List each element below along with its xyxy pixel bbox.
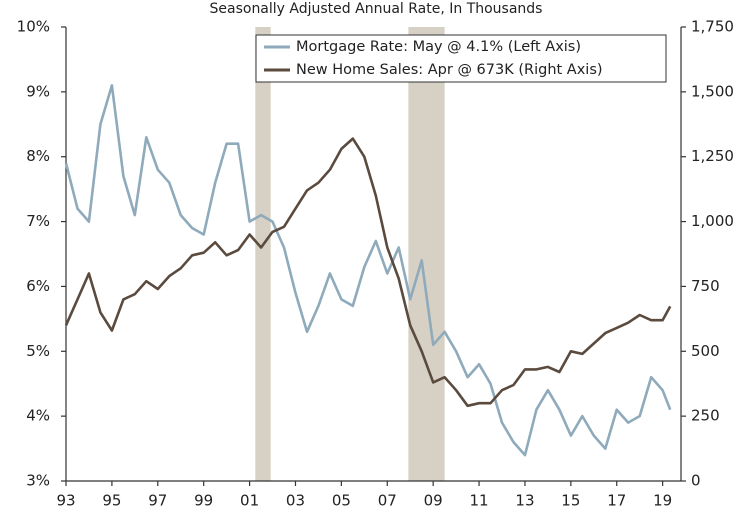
y-tick-label: 8% xyxy=(26,147,50,165)
x-tick-label: 07 xyxy=(378,492,397,510)
y2-tick-label: 1,750 xyxy=(691,18,734,36)
x-tick-label: 17 xyxy=(607,492,626,510)
y-tick-label: 10% xyxy=(17,18,50,36)
x-tick-label: 95 xyxy=(102,492,121,510)
y2-tick-label: 500 xyxy=(691,342,720,360)
x-tick-label: 03 xyxy=(286,492,305,510)
x-tick-label: 01 xyxy=(240,492,259,510)
y2-tick-label: 250 xyxy=(691,407,720,425)
chart-subtitle: Seasonally Adjusted Annual Rate, In Thou… xyxy=(210,1,543,17)
y-tick-label: 5% xyxy=(26,342,50,360)
x-tick-label: 13 xyxy=(515,492,534,510)
y2-tick-label: 750 xyxy=(691,277,720,295)
x-tick-label: 11 xyxy=(470,492,489,510)
x-tick-label: 05 xyxy=(332,492,351,510)
series-line xyxy=(64,84,672,457)
series-line xyxy=(64,137,672,408)
y-tick-label: 6% xyxy=(26,277,50,295)
legend-label: Mortgage Rate: May @ 4.1% (Left Axis) xyxy=(296,39,581,55)
y-tick-label: 7% xyxy=(26,212,50,230)
x-tick-label: 09 xyxy=(424,492,443,510)
y-tick-label: 9% xyxy=(26,82,50,100)
y-tick-label: 3% xyxy=(26,472,50,490)
x-tick-label: 15 xyxy=(561,492,580,510)
legend-box xyxy=(255,34,667,83)
x-tick-label: 19 xyxy=(653,492,672,510)
recession-shade xyxy=(408,27,445,481)
x-tick-label: 97 xyxy=(148,492,167,510)
y2-tick-label: 0 xyxy=(691,472,701,490)
y2-tick-label: 1,000 xyxy=(691,212,734,230)
y-tick-label: 4% xyxy=(26,407,50,425)
x-tick-label: 99 xyxy=(194,492,213,510)
y2-tick-label: 1,250 xyxy=(691,147,734,165)
legend-label: New Home Sales: Apr @ 673K (Right Axis) xyxy=(296,62,603,78)
y2-tick-label: 1,500 xyxy=(691,82,734,100)
x-tick-label: 93 xyxy=(56,492,75,510)
recession-shade xyxy=(255,27,271,481)
